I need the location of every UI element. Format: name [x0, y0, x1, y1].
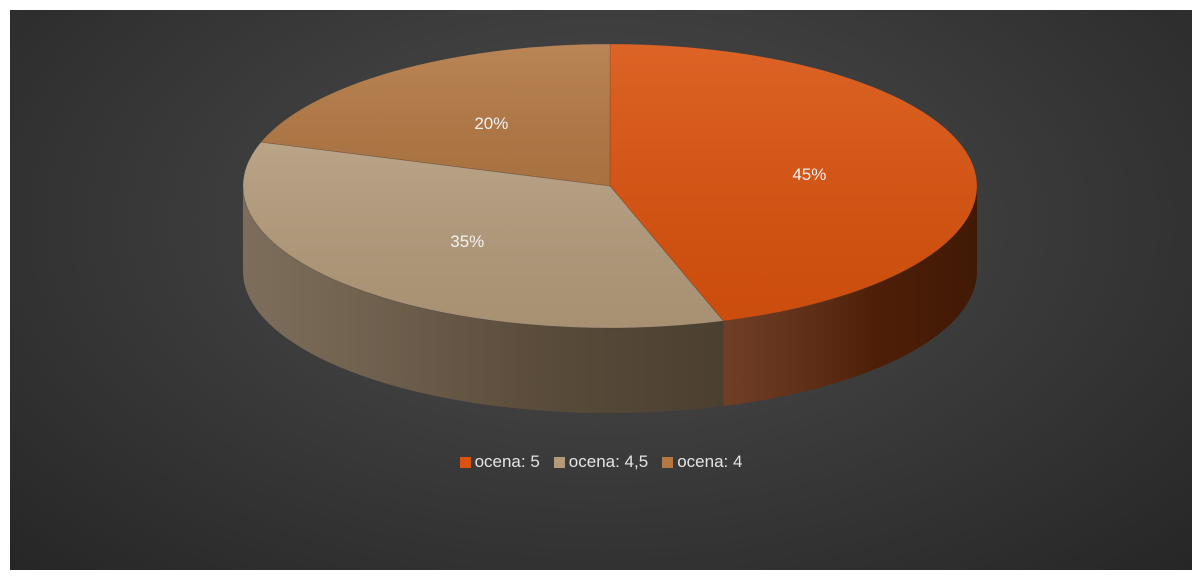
chart-area: 45% 35% 20% ocena: 5 ocena: 4,5 ocena: 4	[10, 10, 1192, 570]
legend-label-3: ocena: 4	[677, 452, 743, 471]
pie-side-2	[243, 186, 724, 414]
pie-slice-2	[242, 141, 724, 329]
pie-slice-1	[609, 43, 978, 322]
data-label-1: 45%	[792, 165, 826, 184]
pie-side-1	[723, 186, 977, 407]
legend-entry-2: ocena: 4,5	[553, 452, 649, 472]
data-label-3: 20%	[474, 114, 508, 133]
legend-entry-3: ocena: 4	[662, 452, 742, 472]
legend-swatch-1	[459, 456, 471, 468]
legend-entry-1: ocena: 5	[459, 452, 540, 472]
legend-label-1: ocena: 5	[474, 452, 540, 471]
data-label-2: 35%	[450, 232, 484, 251]
legend-swatch-2	[553, 456, 565, 468]
pie-chart: 45% 35% 20%	[242, 43, 978, 414]
legend-swatch-3	[662, 456, 674, 468]
legend: ocena: 5 ocena: 4,5 ocena: 4	[10, 450, 1192, 474]
pie-slice-3	[260, 43, 611, 187]
legend-label-2: ocena: 4,5	[568, 452, 649, 471]
